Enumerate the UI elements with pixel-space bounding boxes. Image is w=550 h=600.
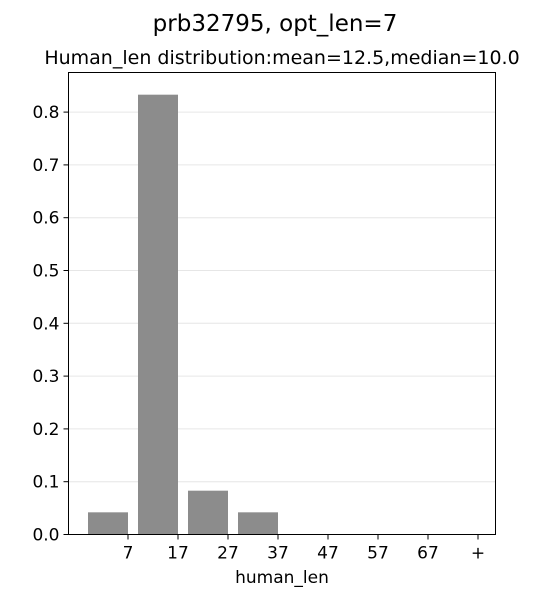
bar	[188, 490, 228, 535]
bar	[238, 512, 278, 535]
x-axis-label: human_len	[235, 568, 329, 588]
x-tick-label: 47	[317, 544, 339, 564]
y-tick-label: 0.1	[32, 473, 59, 493]
grid-lines	[68, 111, 496, 535]
x-tick-label: +	[471, 544, 485, 564]
y-tick-label: 0.6	[32, 209, 59, 229]
x-tick-label: 57	[367, 544, 389, 564]
bars	[88, 94, 278, 535]
chart-suptitle: prb32795, opt_len=7	[153, 11, 398, 37]
y-tick-label: 0.7	[32, 156, 59, 176]
x-tick-label: 37	[267, 544, 289, 564]
y-tick-label: 0.8	[32, 103, 59, 123]
x-tick-label: 7	[123, 544, 134, 564]
y-axis-ticks: 0.0 0.1 0.2 0.3 0.4 0.5 0.6 0.7 0.8	[32, 103, 69, 546]
x-tick-label: 27	[217, 544, 239, 564]
y-tick-label: 0.2	[32, 420, 59, 440]
y-tick-label: 0.4	[32, 314, 59, 334]
plot-frame	[68, 72, 496, 535]
y-tick-label: 0.0	[32, 526, 59, 546]
y-tick-label: 0.5	[32, 262, 59, 282]
chart-title: Human_len distribution:mean=12.5,median=…	[44, 47, 519, 69]
bar	[138, 94, 178, 535]
y-tick-label: 0.3	[32, 367, 59, 387]
x-tick-label: 17	[167, 544, 189, 564]
x-tick-label: 67	[417, 544, 439, 564]
bar	[88, 512, 128, 535]
x-axis-ticks: 7 17 27 37 47 57 67 +	[123, 534, 485, 564]
